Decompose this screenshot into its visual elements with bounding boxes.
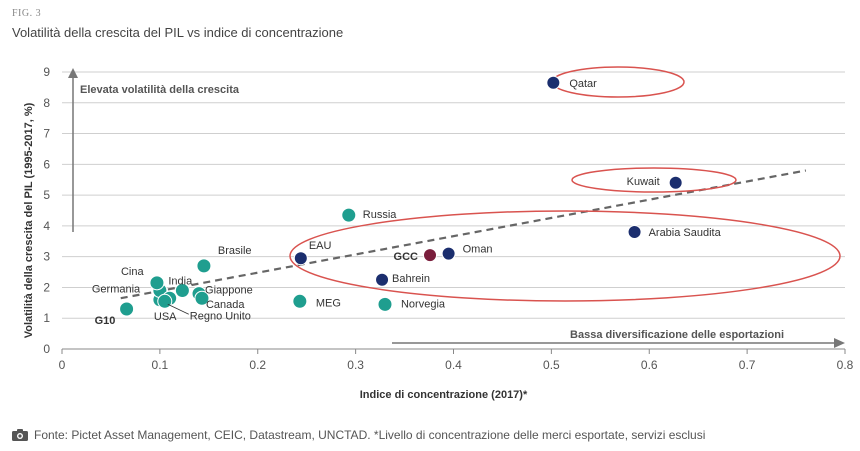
y-tick-label: 3 [43,250,50,264]
point-label: USA [154,311,177,323]
point-label: Germania [92,284,141,296]
point-label: G10 [95,315,116,327]
point-label: Regno Unito [190,310,251,322]
figure-title: Volatilità della crescita del PIL vs ind… [12,25,344,40]
y-arrow-head [68,68,78,78]
data-point [149,275,165,291]
x-arrow-head [834,338,845,348]
point-label: Cina [121,266,145,278]
y-tick-label: 9 [43,65,50,79]
point-label: MEG [316,297,341,309]
data-point [375,272,390,287]
y-tick-label: 5 [43,188,50,202]
data-point [157,293,173,309]
x-tick-label: 0.5 [543,358,560,372]
highlight-rings [289,66,841,302]
data-point [627,225,642,240]
highlight-ring-kuwait [571,167,737,193]
camera-icon [12,429,28,441]
data-point [194,290,210,306]
data-point [668,175,683,190]
x-tick-label: 0.4 [445,358,462,372]
data-point [377,296,393,312]
point-label: Arabia Saudita [649,227,722,239]
point-labels: G10 USA Germania Cina India Giappone Regno Uni… [92,78,722,327]
data-point [546,75,561,90]
y-tick-label: 0 [43,342,50,356]
data-point [293,251,308,266]
point-label: Qatar [569,78,597,90]
annotations: Elevata volatilità della crescita Bassa d… [68,68,845,348]
point-label: Russia [363,209,398,221]
y-tick-label: 1 [43,311,50,325]
point-label: EAU [309,240,332,252]
x-tick-label: 0.8 [837,358,854,372]
y-arrow-label: Elevata volatilità della crescita [80,84,240,96]
data-point [174,283,190,299]
x-axis-title: Indice di concentrazione (2017)* [360,389,528,401]
point-label: India [168,276,193,288]
label-leader [167,303,189,315]
trendline-layer [120,169,807,300]
y-axis-title: Volatilità della crescita del PIL (1995-… [23,102,35,338]
y-tick-label: 8 [43,96,50,110]
x-tick-label: 0.3 [347,358,364,372]
point-label: Brasile [218,245,252,257]
data-point [196,258,212,274]
y-tick-label: 4 [43,219,50,233]
x-tick-label: 0.6 [641,358,658,372]
data-point [441,246,456,261]
source-note: Fonte: Pictet Asset Management, CEIC, Da… [12,428,705,442]
point-label: Kuwait [627,176,660,188]
data-point [292,293,308,309]
x-tick-label: 0.7 [739,358,756,372]
y-tick-label: 7 [43,127,50,141]
y-tick-label: 6 [43,157,50,171]
y-tick-label: 2 [43,280,50,294]
point-label: GCC [394,251,419,263]
figure-label: FIG. 3 [12,8,42,19]
x-tick-label: 0.1 [152,358,169,372]
trendline [120,169,807,300]
point-label: Giappone [205,285,253,297]
data-point [341,207,357,223]
point-label: Oman [463,244,493,256]
axes: 0 1 2 3 4 5 6 7 8 9 0 0.1 0.2 0.3 0.4 0.5 0.6 0.7 0.8 Indic… [23,65,854,401]
point-label: Norvegia [401,298,446,310]
data-point [119,301,135,317]
source-text: Fonte: Pictet Asset Management, CEIC, Da… [34,428,706,442]
x-arrow-label: Bassa diversificazione delle esportazion… [570,329,784,341]
data-points [119,75,683,317]
x-tick-label: 0.2 [249,358,266,372]
highlight-ring-gcc [289,210,841,302]
x-tick-label: 0 [59,358,66,372]
data-point [423,248,438,263]
point-label: Bahrein [392,273,430,285]
point-label: Canada [206,299,245,311]
